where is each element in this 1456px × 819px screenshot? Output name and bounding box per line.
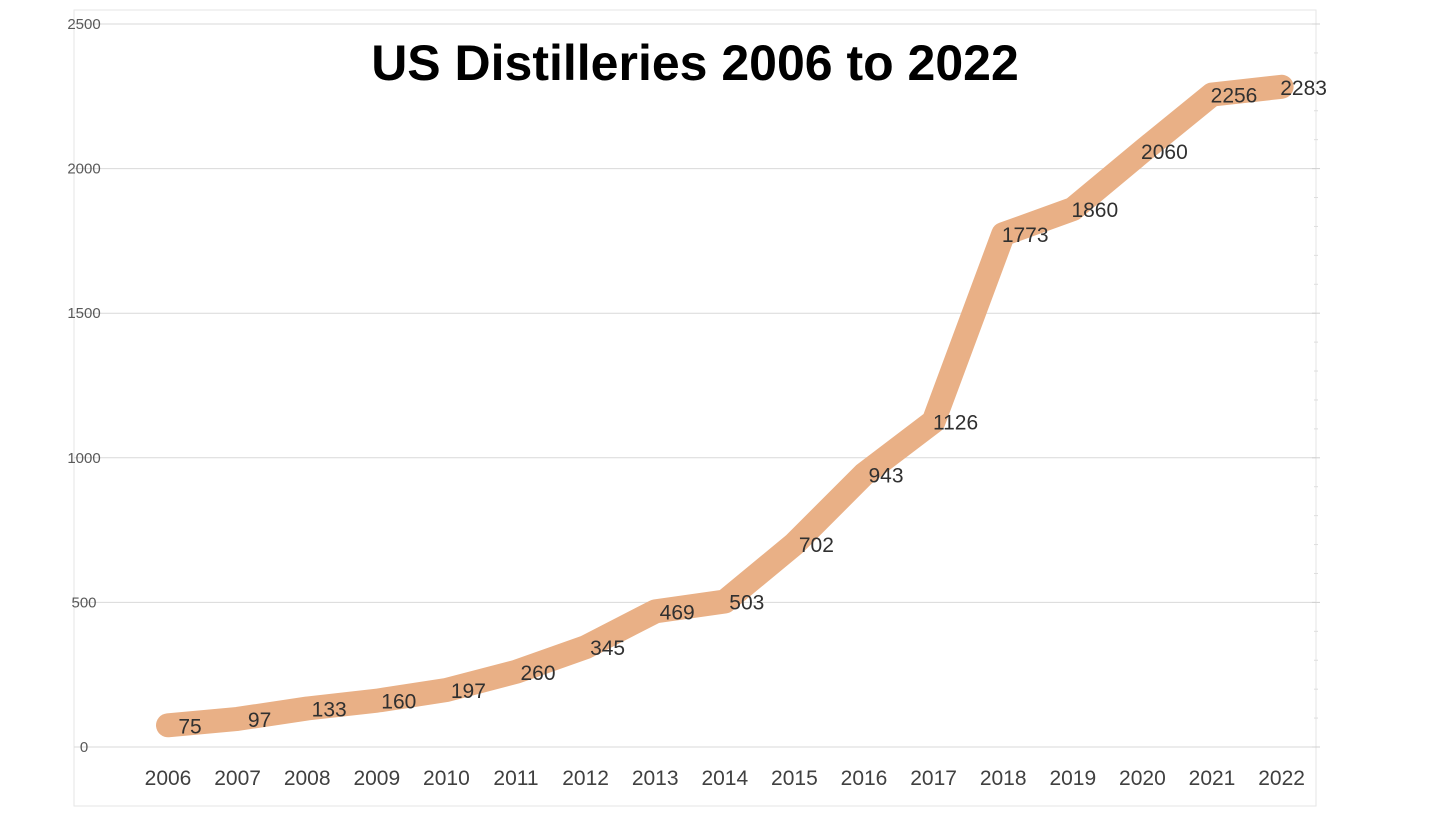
data-label: 1126 [933, 411, 978, 434]
data-label: 2283 [1280, 77, 1327, 100]
x-tick-label: 2008 [284, 767, 331, 790]
x-tick-label: 2007 [214, 767, 261, 790]
x-tick-label: 2009 [353, 767, 400, 790]
x-tick-label: 2013 [632, 767, 679, 790]
data-label: 1773 [1002, 224, 1049, 247]
data-label: 133 [312, 699, 347, 722]
plot-frame [73, 9, 1317, 807]
data-label: 503 [729, 592, 764, 615]
data-label: 260 [520, 662, 555, 685]
data-label: 97 [248, 709, 271, 732]
x-tick-label: 2015 [771, 767, 818, 790]
y-tick-label: 2500 [67, 16, 100, 33]
data-label: 702 [799, 534, 834, 557]
y-tick-label: 1000 [67, 450, 100, 467]
x-tick-label: 2017 [910, 767, 957, 790]
data-label: 197 [451, 680, 486, 703]
x-tick-label: 2011 [493, 767, 538, 790]
series-line [156, 74, 1294, 738]
x-tick-label: 2006 [145, 767, 192, 790]
data-label: 469 [660, 601, 695, 624]
data-label: 2256 [1211, 85, 1258, 108]
x-tick-label: 2010 [423, 767, 470, 790]
data-label: 943 [868, 464, 903, 487]
y-tick-label: 0 [80, 739, 88, 756]
x-tick-label: 2012 [562, 767, 609, 790]
data-label: 75 [178, 715, 201, 738]
series-line-path [156, 74, 1294, 738]
data-label: 1860 [1071, 199, 1118, 222]
y-tick-label: 1500 [67, 305, 100, 322]
data-labels: 75 97 133 160 197 260 345 469 503 702 943 1126 1773 1… [178, 77, 1327, 739]
y-axis-tick-labels: 0 500 1000 1500 2000 2500 [67, 16, 100, 756]
x-tick-label: 2014 [701, 767, 748, 790]
x-tick-label: 2020 [1119, 767, 1166, 790]
x-tick-label: 2019 [1049, 767, 1096, 790]
data-label: 345 [590, 637, 625, 660]
chart-title: US Distilleries 2006 to 2022 [371, 35, 1019, 91]
x-tick-label: 2022 [1258, 767, 1305, 790]
x-tick-label: 2016 [841, 767, 888, 790]
x-tick-label: 2018 [980, 767, 1027, 790]
data-label: 2060 [1141, 141, 1188, 164]
x-tick-label: 2021 [1189, 767, 1236, 790]
y-tick-label: 500 [71, 594, 96, 611]
y-tick-label: 2000 [67, 161, 100, 178]
x-axis-tick-labels: 2006 2007 2008 2009 2010 2011 2012 2013 2014 2015… [145, 767, 1305, 790]
data-label: 160 [381, 691, 416, 714]
